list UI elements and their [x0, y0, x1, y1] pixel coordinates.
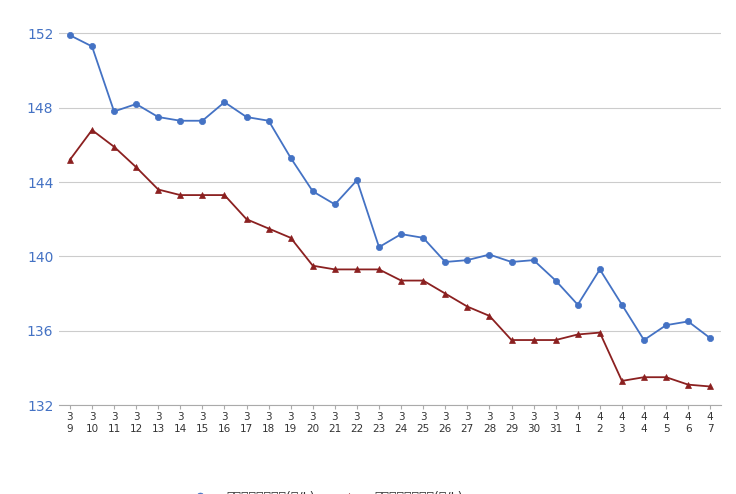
ハイオク看板価格(円/L) — [375, 244, 383, 250]
ハイオク看板価格(円/L) — [419, 235, 428, 241]
ハイオク看板価格(円/L) — [684, 319, 693, 325]
ハイオク看板価格(円/L) — [110, 109, 118, 115]
ハイオク看板価格(円/L) — [463, 257, 472, 263]
ハイオク看板価格(円/L) — [618, 302, 626, 308]
ハイオク実売価格(円/L) — [132, 164, 141, 170]
ハイオク実売価格(円/L) — [529, 337, 538, 343]
ハイオク看板価格(円/L) — [264, 118, 273, 124]
ハイオク看板価格(円/L) — [662, 322, 670, 328]
ハイオク看板価格(円/L) — [573, 302, 582, 308]
ハイオク実売価格(円/L) — [706, 383, 715, 389]
ハイオク実売価格(円/L) — [618, 378, 626, 384]
ハイオク実売価格(円/L) — [154, 187, 163, 193]
ハイオク看板価格(円/L) — [485, 251, 494, 257]
ハイオク実売価格(円/L) — [353, 266, 361, 272]
ハイオク看板価格(円/L) — [220, 99, 229, 105]
ハイオク実売価格(円/L) — [419, 278, 428, 284]
ハイオク実売価格(円/L) — [507, 337, 516, 343]
ハイオク実売価格(円/L) — [330, 266, 339, 272]
ハイオク看板価格(円/L) — [529, 257, 538, 263]
ハイオク実売価格(円/L) — [397, 278, 406, 284]
ハイオク看板価格(円/L) — [198, 118, 207, 124]
ハイオク看板価格(円/L) — [88, 43, 96, 49]
ハイオク実売価格(円/L) — [66, 157, 74, 163]
ハイオク看板価格(円/L) — [353, 177, 361, 183]
ハイオク看板価格(円/L) — [176, 118, 185, 124]
ハイオク看板価格(円/L) — [154, 114, 163, 120]
ハイオク看板価格(円/L) — [640, 337, 648, 343]
ハイオク実売価格(円/L) — [264, 226, 273, 232]
ハイオク実売価格(円/L) — [573, 331, 582, 337]
ハイオク実売価格(円/L) — [88, 127, 96, 133]
ハイオク実売価格(円/L) — [375, 266, 383, 272]
ハイオク実売価格(円/L) — [286, 235, 295, 241]
ハイオク実売価格(円/L) — [551, 337, 560, 343]
ハイオク看板価格(円/L) — [706, 335, 715, 341]
ハイオク実売価格(円/L) — [198, 192, 207, 198]
ハイオク実売価格(円/L) — [662, 374, 670, 380]
ハイオク看板価格(円/L) — [242, 114, 251, 120]
ハイオク実売価格(円/L) — [441, 290, 450, 296]
ハイオク実売価格(円/L) — [684, 382, 693, 388]
ハイオク看板価格(円/L) — [66, 32, 74, 38]
ハイオク実売価格(円/L) — [176, 192, 185, 198]
ハイオク看板価格(円/L) — [507, 259, 516, 265]
ハイオク実売価格(円/L) — [640, 374, 648, 380]
ハイオク実売価格(円/L) — [463, 304, 472, 310]
ハイオク実売価格(円/L) — [485, 313, 494, 319]
ハイオク看板価格(円/L) — [308, 188, 317, 194]
ハイオク看板価格(円/L) — [551, 278, 560, 284]
ハイオク実売価格(円/L) — [595, 329, 604, 335]
ハイオク看板価格(円/L) — [330, 202, 339, 207]
ハイオク実売価格(円/L) — [308, 263, 317, 269]
Line: ハイオク実売価格(円/L): ハイオク実売価格(円/L) — [67, 127, 713, 390]
ハイオク実売価格(円/L) — [220, 192, 229, 198]
ハイオク看板価格(円/L) — [286, 155, 295, 161]
ハイオク実売価格(円/L) — [110, 144, 118, 150]
ハイオク看板価格(円/L) — [595, 266, 604, 272]
Legend: ハイオク看板価格(円/L), ハイオク実売価格(円/L): ハイオク看板価格(円/L), ハイオク実売価格(円/L) — [181, 488, 467, 494]
ハイオク看板価格(円/L) — [132, 101, 141, 107]
ハイオク看板価格(円/L) — [441, 259, 450, 265]
ハイオク実売価格(円/L) — [242, 216, 251, 222]
Line: ハイオク看板価格(円/L): ハイオク看板価格(円/L) — [67, 32, 713, 343]
ハイオク看板価格(円/L) — [397, 231, 406, 237]
